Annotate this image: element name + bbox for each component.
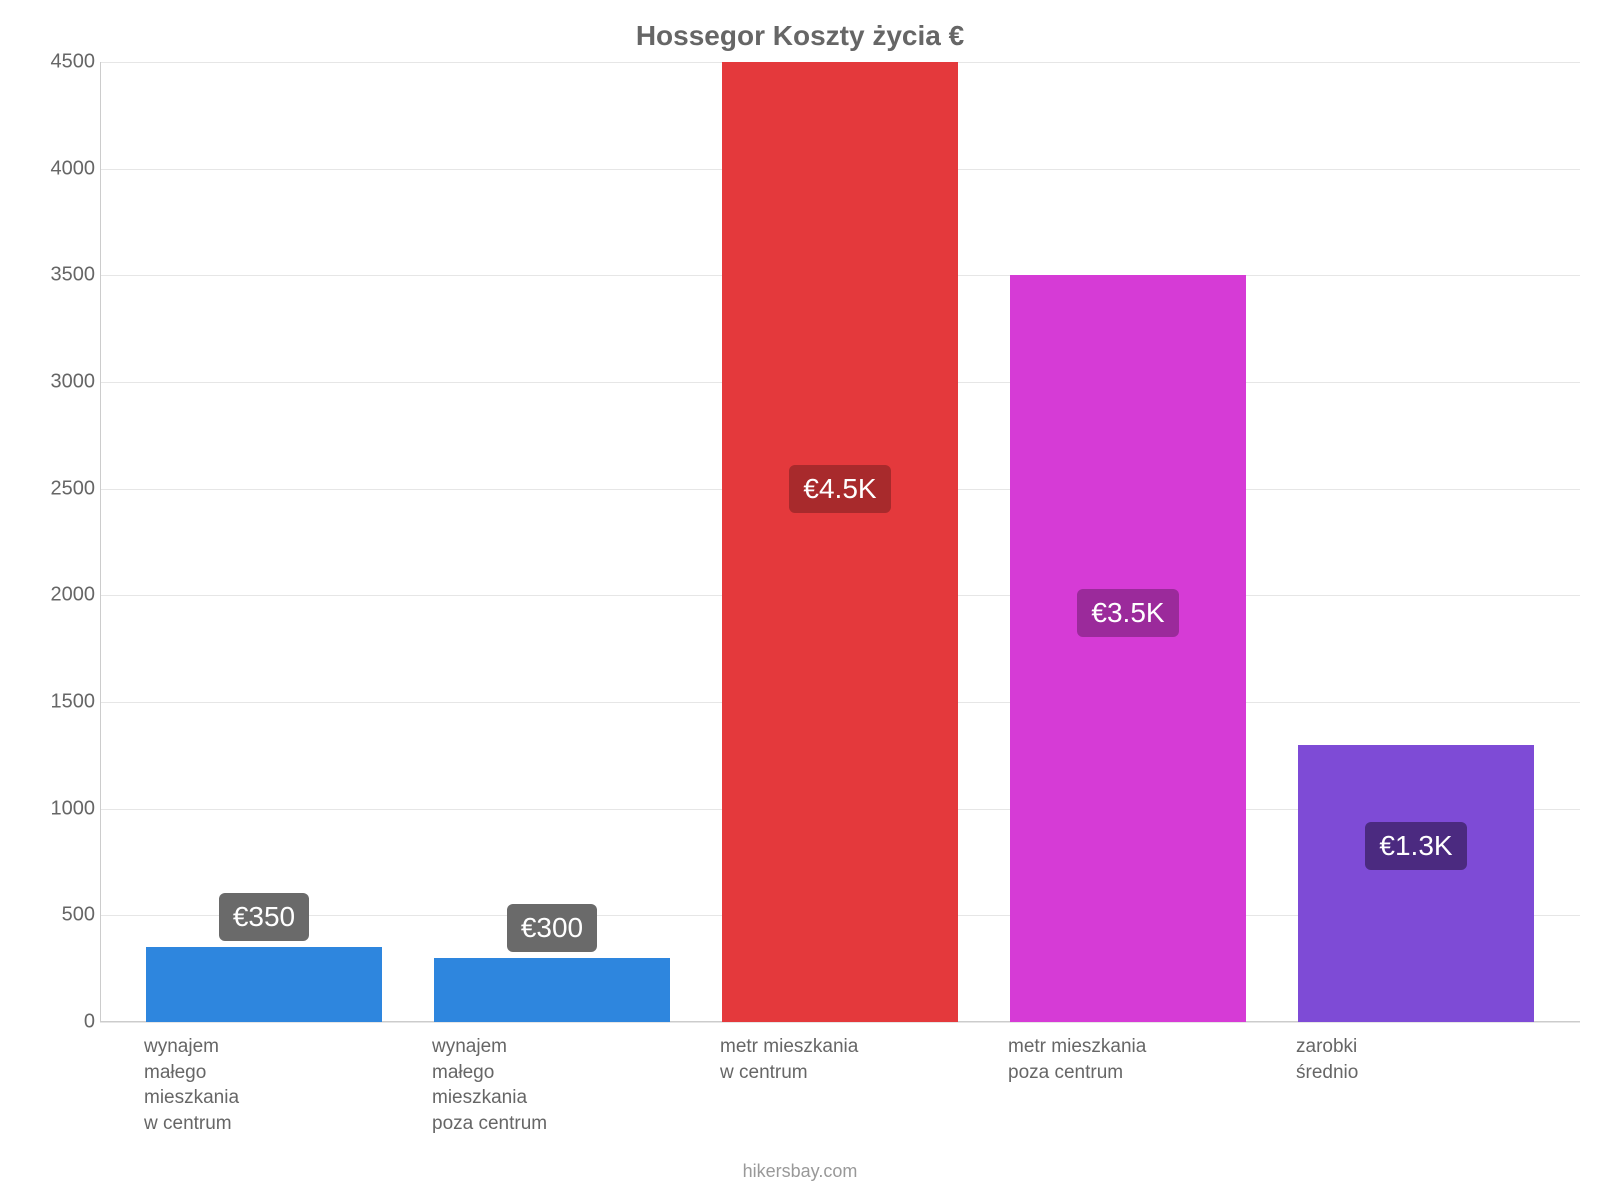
y-tick-label: 4500 (40, 51, 95, 74)
bar: €4.5K (722, 62, 958, 1022)
bar-value-label: €350 (219, 893, 309, 941)
bar-value-label: €4.5K (789, 465, 890, 513)
x-axis-label: wynajemmałegomieszkaniaw centrum (120, 1022, 408, 1137)
y-tick-label: 2500 (40, 477, 95, 500)
bar-value-label: €300 (507, 904, 597, 952)
bar: €300 (434, 958, 670, 1022)
bar-slot: €350 (120, 62, 408, 1022)
bar-slot: €3.5K (984, 62, 1272, 1022)
x-labels: wynajemmałegomieszkaniaw centrumwynajemm… (100, 1022, 1580, 1137)
plot-area: 050010001500200025003000350040004500 €35… (100, 62, 1580, 1022)
y-tick-label: 1000 (40, 797, 95, 820)
y-tick-label: 2000 (40, 584, 95, 607)
y-tick-label: 1500 (40, 691, 95, 714)
chart-title: Hossegor Koszty życia € (40, 20, 1560, 52)
bars-row: €350 €300 €4.5K €3.5K €1.3K (100, 62, 1580, 1022)
bar: €1.3K (1298, 745, 1534, 1022)
bar: €350 (146, 947, 382, 1022)
bar-slot: €1.3K (1272, 62, 1560, 1022)
x-axis-label: zarobkiśrednio (1272, 1022, 1560, 1137)
bar-slot: €300 (408, 62, 696, 1022)
bar-value-label: €1.3K (1365, 822, 1466, 870)
bar-slot: €4.5K (696, 62, 984, 1022)
y-tick-label: 500 (40, 904, 95, 927)
y-tick-label: 4000 (40, 157, 95, 180)
bar-value-label: €3.5K (1077, 589, 1178, 637)
chart-container: Hossegor Koszty życia € 0500100015002000… (0, 0, 1600, 1200)
x-axis-label: wynajemmałegomieszkaniapoza centrum (408, 1022, 696, 1137)
x-axis-label: metr mieszkaniaw centrum (696, 1022, 984, 1137)
y-tick-label: 3500 (40, 264, 95, 287)
y-tick-label: 0 (40, 1011, 95, 1034)
x-axis-label: metr mieszkaniapoza centrum (984, 1022, 1272, 1137)
y-tick-label: 3000 (40, 371, 95, 394)
y-axis: 050010001500200025003000350040004500 (40, 62, 95, 1022)
attribution: hikersbay.com (0, 1161, 1600, 1182)
bar: €3.5K (1010, 275, 1246, 1022)
